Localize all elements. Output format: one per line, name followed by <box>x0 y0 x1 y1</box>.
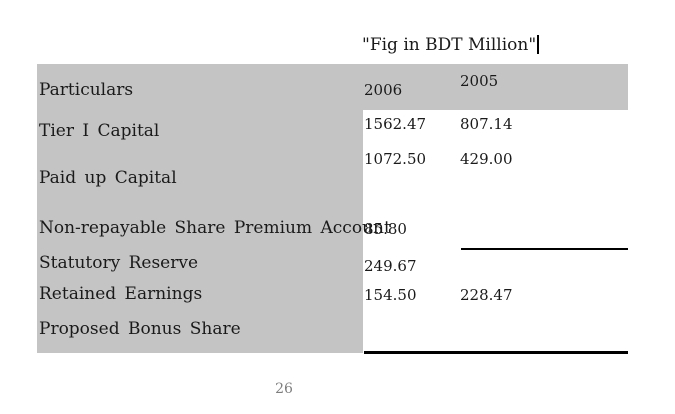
row-label-statutory-reserve: Statutory Reserve <box>39 253 199 273</box>
value-2006-retained-earnings: 154.50 <box>364 286 417 304</box>
figure-caption-line[interactable]: "Fig in BDT Million" <box>362 34 540 56</box>
table-bottom-rule <box>364 351 628 354</box>
value-2006-paid-up-capital: 1072.50 <box>364 150 427 168</box>
table-header-shading <box>363 64 628 110</box>
figure-caption-text: "Fig in BDT Million" <box>362 35 537 55</box>
column-header-2006: 2006 <box>364 81 403 99</box>
column-header-2005: 2005 <box>460 72 499 90</box>
value-2005-tier1-capital: 807.14 <box>460 115 513 133</box>
row-label-retained-earnings: Retained Earnings <box>39 284 203 304</box>
table-left-column-shading <box>37 64 363 353</box>
row-label-proposed-bonus-share: Proposed Bonus Share <box>39 319 241 339</box>
row-label-paid-up-capital: Paid up Capital <box>39 168 177 188</box>
row-label-tier1-capital: Tier I Capital <box>39 121 160 141</box>
value-2006-tier1-capital: 1562.47 <box>364 115 427 133</box>
value-2006-share-premium: 85.80 <box>364 220 407 238</box>
value-2005-retained-earnings: 228.47 <box>460 286 513 304</box>
value-2006-statutory-reserve: 249.67 <box>364 257 417 275</box>
page-number: 26 <box>275 381 293 397</box>
column-header-particulars: Particulars <box>39 80 134 100</box>
value-2005-paid-up-capital: 429.00 <box>460 150 513 168</box>
table-rule-2005-column <box>461 248 628 250</box>
text-cursor <box>537 35 540 54</box>
row-label-share-premium: Non-repayable Share Premium Account <box>39 218 391 238</box>
